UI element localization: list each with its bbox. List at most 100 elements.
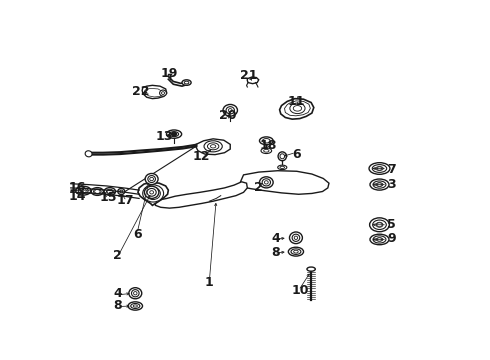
Text: 1: 1 xyxy=(205,276,214,289)
Ellipse shape xyxy=(118,188,124,194)
Ellipse shape xyxy=(261,148,271,153)
Ellipse shape xyxy=(120,190,123,193)
Ellipse shape xyxy=(280,154,285,159)
Text: 18: 18 xyxy=(260,139,277,152)
Ellipse shape xyxy=(133,305,137,307)
Circle shape xyxy=(377,223,382,227)
Ellipse shape xyxy=(294,105,302,111)
Text: 6: 6 xyxy=(293,148,301,161)
Text: 9: 9 xyxy=(387,232,396,245)
Ellipse shape xyxy=(94,189,101,194)
Ellipse shape xyxy=(294,250,298,253)
Polygon shape xyxy=(138,183,169,205)
Ellipse shape xyxy=(294,236,297,239)
Ellipse shape xyxy=(143,185,164,202)
Ellipse shape xyxy=(228,109,232,112)
Ellipse shape xyxy=(184,81,189,84)
Text: 17: 17 xyxy=(117,194,135,207)
Ellipse shape xyxy=(148,176,155,183)
Ellipse shape xyxy=(373,236,386,243)
Circle shape xyxy=(377,183,382,186)
Text: 15: 15 xyxy=(100,190,118,203)
Ellipse shape xyxy=(370,234,389,245)
Circle shape xyxy=(80,188,86,193)
Ellipse shape xyxy=(78,188,88,193)
Ellipse shape xyxy=(146,187,160,199)
Circle shape xyxy=(95,190,100,193)
Ellipse shape xyxy=(131,290,139,297)
Ellipse shape xyxy=(75,186,91,195)
Ellipse shape xyxy=(131,303,140,309)
Ellipse shape xyxy=(204,141,222,152)
Ellipse shape xyxy=(376,183,383,186)
Text: 8: 8 xyxy=(113,299,122,312)
Ellipse shape xyxy=(373,181,386,188)
Ellipse shape xyxy=(207,143,219,150)
Ellipse shape xyxy=(160,90,167,96)
Ellipse shape xyxy=(372,165,387,172)
Text: 3: 3 xyxy=(387,178,396,191)
Ellipse shape xyxy=(290,232,302,244)
Text: 20: 20 xyxy=(219,109,236,122)
Ellipse shape xyxy=(292,234,300,242)
Text: 21: 21 xyxy=(241,69,258,82)
Text: 4: 4 xyxy=(113,287,122,300)
Ellipse shape xyxy=(370,179,389,190)
Ellipse shape xyxy=(260,137,273,145)
Text: 19: 19 xyxy=(161,67,178,80)
Polygon shape xyxy=(285,101,310,116)
Circle shape xyxy=(377,167,382,170)
Ellipse shape xyxy=(290,103,305,114)
Ellipse shape xyxy=(211,145,216,148)
Ellipse shape xyxy=(145,186,159,198)
Text: 2: 2 xyxy=(113,249,122,262)
Circle shape xyxy=(377,238,382,241)
Ellipse shape xyxy=(280,166,285,168)
Text: 16: 16 xyxy=(69,181,86,194)
Ellipse shape xyxy=(226,107,234,114)
Polygon shape xyxy=(155,182,247,208)
Ellipse shape xyxy=(369,163,390,174)
Ellipse shape xyxy=(150,177,153,181)
Text: 11: 11 xyxy=(288,95,305,108)
Ellipse shape xyxy=(104,188,116,195)
Ellipse shape xyxy=(376,238,383,241)
Text: 10: 10 xyxy=(292,284,309,297)
Text: 14: 14 xyxy=(69,190,86,203)
Ellipse shape xyxy=(260,177,273,188)
Ellipse shape xyxy=(376,167,383,170)
Text: 12: 12 xyxy=(193,150,211,163)
Ellipse shape xyxy=(106,189,113,194)
Ellipse shape xyxy=(372,220,386,229)
Ellipse shape xyxy=(170,132,178,136)
Ellipse shape xyxy=(376,222,383,227)
Text: 13: 13 xyxy=(155,130,172,143)
Circle shape xyxy=(172,132,177,136)
Ellipse shape xyxy=(128,302,143,310)
Polygon shape xyxy=(280,99,314,119)
Ellipse shape xyxy=(264,149,269,152)
Ellipse shape xyxy=(307,267,315,271)
Polygon shape xyxy=(247,77,259,84)
Ellipse shape xyxy=(288,247,303,256)
Text: 8: 8 xyxy=(271,246,280,259)
Polygon shape xyxy=(241,171,329,194)
Ellipse shape xyxy=(147,188,156,196)
Ellipse shape xyxy=(278,165,287,170)
Text: 4: 4 xyxy=(271,232,280,245)
Polygon shape xyxy=(196,139,230,155)
Ellipse shape xyxy=(149,190,157,197)
Ellipse shape xyxy=(162,92,165,94)
Text: 22: 22 xyxy=(132,85,150,98)
Text: 2: 2 xyxy=(254,181,263,194)
Ellipse shape xyxy=(278,152,287,161)
Ellipse shape xyxy=(129,288,142,299)
Circle shape xyxy=(107,190,113,193)
Polygon shape xyxy=(145,89,163,97)
Ellipse shape xyxy=(263,139,270,143)
Polygon shape xyxy=(142,85,167,99)
Ellipse shape xyxy=(369,218,390,232)
Ellipse shape xyxy=(145,174,158,185)
Ellipse shape xyxy=(91,188,103,195)
Ellipse shape xyxy=(291,249,301,255)
